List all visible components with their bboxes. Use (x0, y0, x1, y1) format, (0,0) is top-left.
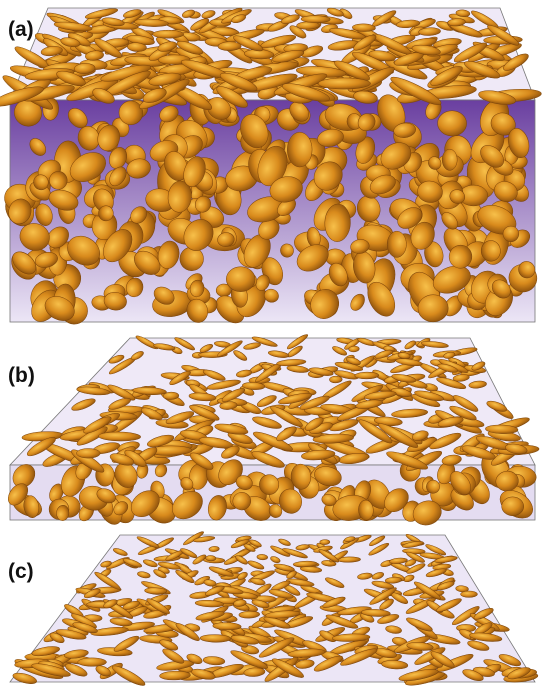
domain-blob (153, 30, 184, 38)
domain-blob (226, 267, 255, 292)
panel-label: (c) (8, 560, 34, 583)
domain-blob (257, 554, 268, 560)
domain-blob (76, 449, 100, 459)
panel-label: (b) (8, 364, 35, 387)
domain-blob (355, 372, 379, 379)
domain-blob (329, 376, 342, 383)
domain-blob (349, 346, 360, 353)
figure: (a) (b) (c) (0, 0, 546, 688)
domain-blob (218, 42, 241, 51)
domain-blob (78, 658, 107, 666)
domain-blob (387, 231, 406, 257)
domain-blob (418, 294, 449, 322)
domain-blob (320, 540, 330, 545)
panel-label: (a) (8, 18, 34, 41)
domain-blob (209, 546, 220, 552)
domain-blob (502, 497, 524, 516)
domain-blob (318, 78, 370, 89)
domain-blob (287, 132, 312, 167)
domain-blob (442, 149, 457, 170)
domain-blob (206, 555, 217, 561)
domain-blob (461, 591, 478, 597)
